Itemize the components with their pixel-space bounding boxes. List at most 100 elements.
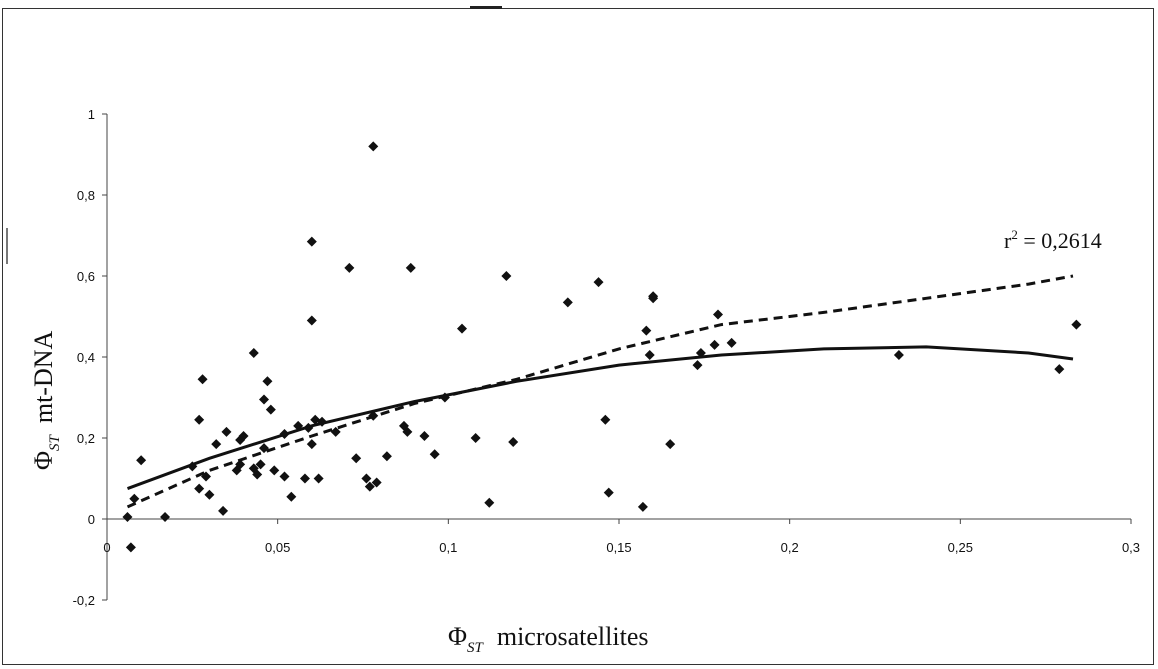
data-point <box>200 471 211 482</box>
data-point <box>648 291 659 302</box>
data-point <box>501 271 512 281</box>
data-point <box>204 489 215 500</box>
data-point <box>637 501 648 512</box>
data-point <box>306 439 317 450</box>
data-point <box>279 428 290 439</box>
trendlines <box>126 274 1074 509</box>
dashed-trendline <box>126 274 1074 509</box>
x-tick-label: 0,15 <box>606 540 631 555</box>
data-point <box>456 323 467 334</box>
frame-left-mark <box>6 228 8 264</box>
data-point <box>600 414 611 425</box>
data-point <box>692 360 703 371</box>
x-tick-label: 0 <box>103 540 110 555</box>
tick-labels: 0 0,05 0,1 0,15 0,2 0,25 0,3 -0,2 0 0,2 0,4 0,6 0,8 1 <box>73 107 1140 608</box>
data-point <box>197 374 208 385</box>
data-point <box>248 463 259 474</box>
frame-top-mark <box>470 6 502 9</box>
data-point <box>259 443 270 454</box>
r-squared-annotation: r2 = 0,2614 <box>1004 227 1102 253</box>
data-point <box>262 376 273 387</box>
data-point <box>279 471 290 482</box>
data-point <box>194 414 205 425</box>
data-point <box>419 430 430 441</box>
data-points <box>122 141 1082 553</box>
data-point <box>330 426 341 437</box>
data-point <box>562 297 573 308</box>
data-point <box>187 461 198 472</box>
data-point <box>709 339 720 350</box>
x-tick-label: 0,2 <box>781 540 799 555</box>
data-point <box>402 426 413 437</box>
data-point <box>160 511 171 522</box>
data-point <box>593 277 604 288</box>
data-point <box>361 473 372 484</box>
data-point <box>726 337 737 348</box>
x-axis-symbol: Φ <box>448 622 467 651</box>
data-point <box>644 349 655 360</box>
data-point <box>211 439 222 450</box>
data-point <box>235 459 246 470</box>
data-point <box>255 459 266 470</box>
data-point <box>265 404 276 415</box>
data-point <box>368 410 379 421</box>
data-point <box>286 491 297 502</box>
y-tick-label: -0,2 <box>73 593 95 608</box>
data-point <box>252 469 263 480</box>
data-point <box>351 453 362 464</box>
data-point <box>317 416 328 427</box>
axes <box>102 113 1132 601</box>
data-point <box>508 437 519 448</box>
data-point <box>125 542 136 553</box>
y-tick-label: 0 <box>88 512 95 527</box>
x-tick-label: 0,1 <box>439 540 457 555</box>
data-point <box>364 481 375 492</box>
data-point <box>368 141 379 152</box>
data-point <box>129 493 140 504</box>
r-squared-value: = 0,2614 <box>1018 228 1102 253</box>
chart-frame <box>2 8 1154 665</box>
y-tick-label: 1 <box>88 107 95 122</box>
data-point <box>665 439 676 450</box>
r-squared-r: r <box>1004 228 1012 253</box>
data-point <box>259 394 270 405</box>
x-axis-title: ΦST microsatellites <box>448 622 648 656</box>
y-axis-subscript: ST <box>47 433 63 451</box>
data-point <box>238 430 249 441</box>
data-point <box>1071 319 1082 330</box>
r-squared-superscript: 2 <box>1011 227 1018 242</box>
data-point <box>429 449 440 460</box>
data-point <box>371 477 382 488</box>
data-point <box>303 422 314 433</box>
data-point <box>381 451 392 462</box>
y-tick-label: 0,6 <box>77 269 95 284</box>
data-point <box>221 426 232 437</box>
y-axis-text: mt-DNA <box>29 330 58 423</box>
data-point <box>299 473 310 484</box>
data-point <box>603 487 614 498</box>
data-point <box>194 483 205 494</box>
data-point <box>306 236 317 247</box>
polynomial-trendline <box>126 345 1074 491</box>
y-tick-label: 0,8 <box>77 188 95 203</box>
y-tick-label: 0,4 <box>77 350 95 365</box>
data-point <box>439 392 450 403</box>
data-point <box>712 309 723 320</box>
data-point <box>269 465 280 476</box>
data-point <box>136 455 147 466</box>
x-tick-label: 0,3 <box>1122 540 1140 555</box>
data-point <box>313 473 324 484</box>
y-axis-title: ΦST mt-DNA <box>29 330 63 470</box>
data-point <box>893 349 904 360</box>
data-point <box>248 347 259 358</box>
data-point <box>306 315 317 326</box>
data-point <box>218 505 229 516</box>
y-tick-label: 0,2 <box>77 431 95 446</box>
data-point <box>641 325 652 336</box>
x-axis-text: microsatellites <box>497 622 649 651</box>
data-point <box>405 262 416 273</box>
data-point <box>344 262 355 273</box>
data-point <box>695 347 706 358</box>
data-point <box>470 433 481 443</box>
